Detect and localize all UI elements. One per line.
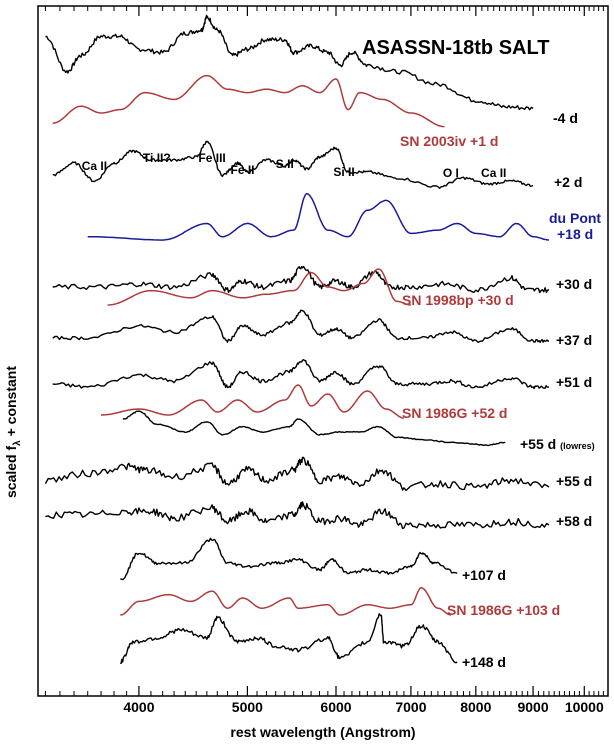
spectrum-label: du Pont +18 d [549, 210, 601, 242]
line-id-label: Ca II [481, 166, 506, 180]
line-id-label: Fe II [230, 163, 254, 177]
spectrum-line [52, 309, 550, 343]
y-axis-label-subscript: λ [12, 440, 23, 446]
spectrum-label: +107 d [462, 567, 506, 583]
spectrum-label: +51 d [556, 374, 592, 390]
spectrum-line [45, 14, 534, 111]
spectrum-label: +30 d [556, 276, 592, 292]
spectrum-line [44, 456, 550, 491]
spectrum-label: +2 d [554, 174, 582, 190]
plot-frame [37, 5, 609, 697]
x-axis-label: rest wavelength (Angstrom) [230, 724, 415, 740]
spectrum-label: +55 d [556, 473, 592, 489]
spectrum-line [122, 410, 506, 447]
x-tick-label: 7000 [395, 699, 426, 715]
x-tick-label: 4000 [123, 699, 154, 715]
spectrum-line [52, 140, 534, 189]
spectrum-line [52, 74, 445, 128]
chart-title: ASASSN-18tb SALT [362, 37, 549, 59]
line-id-label: Ca II [82, 159, 107, 173]
spectrum-line [45, 501, 550, 530]
spectrum-label: SN 1986G +52 d [402, 405, 507, 421]
y-axis-label-tail: + constant [3, 366, 19, 441]
spectra-series: -4 d SN 2003iv +1 d +2 d du Pont +18 d +30 d S… [44, 14, 601, 670]
spectrum-label: +37 d [556, 332, 592, 348]
spectrum-label: -4 d [553, 110, 578, 126]
x-tick-label: 9000 [517, 699, 548, 715]
spectrum-label: SN 1998bp +30 d [402, 292, 514, 308]
spectrum-line [107, 268, 411, 306]
x-tick-label: 8000 [460, 699, 491, 715]
spectrum-line [120, 537, 458, 581]
spectrum-label: SN 1986G +103 d [447, 602, 560, 618]
spectrum-label: +55 d (lowres) [520, 436, 595, 452]
spectrum-label: SN 2003iv +1 d [400, 133, 498, 149]
x-tick-label: 5000 [232, 699, 263, 715]
line-id-label: S II [276, 157, 294, 171]
line-id-label: Ti II? [143, 151, 171, 165]
spectrum-line [52, 265, 549, 294]
spectrum-label: +58 d [556, 513, 592, 529]
line-id-label: Fe III [198, 151, 225, 165]
line-id-label: O I [443, 166, 459, 180]
x-tick-label: 10000 [565, 699, 604, 715]
spectrum-label: +148 d [462, 654, 506, 670]
y-axis-label: scaled fλ + constant [3, 366, 23, 498]
y-axis-label-main: scaled f [3, 446, 19, 498]
spectrum-line [120, 587, 451, 616]
x-tick-label: 6000 [320, 699, 351, 715]
spectrum-line [52, 359, 550, 390]
spectrum-line [87, 192, 549, 241]
spectrum-line [119, 613, 458, 665]
line-annotations: Ca II Ti II? Fe III Fe II S II Si II O I Ca II [82, 151, 507, 180]
spectrum-line [100, 384, 404, 419]
line-id-label: Si II [333, 165, 354, 179]
x-axis-ticks: 4000 5000 6000 7000 8000 9000 10000 [44, 6, 604, 715]
